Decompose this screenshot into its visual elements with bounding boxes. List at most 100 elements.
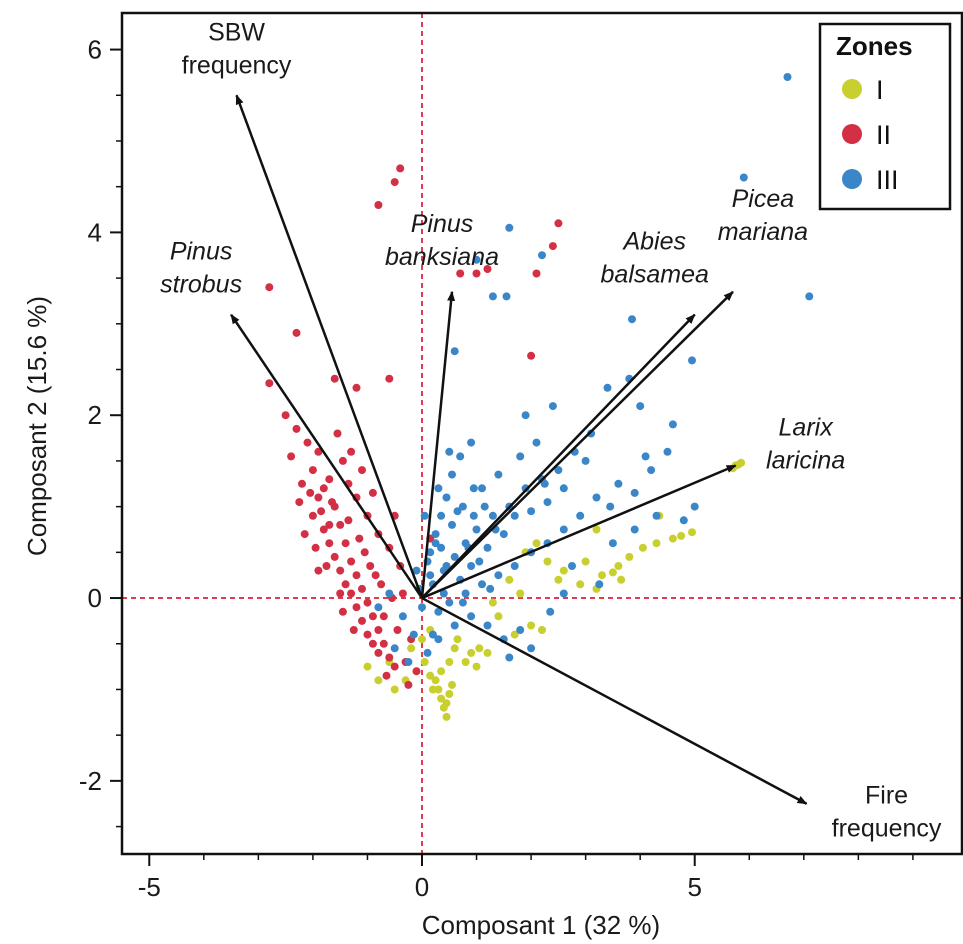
point-zone-III [540,479,549,488]
reference-lines [122,13,962,854]
point-zone-III [390,644,399,653]
point-zone-III [614,479,623,488]
point-zone-I [467,648,476,657]
point-zone-III [428,630,437,639]
point-zone-II [311,543,320,552]
point-zone-I [363,662,372,671]
point-zone-III [467,438,476,447]
point-zone-II [298,479,306,488]
point-zone-III [418,603,426,612]
point-zone-III [434,484,443,493]
point-zone-II [319,525,328,534]
point-zone-II [352,571,361,580]
point-zone-II [338,607,347,616]
vector-label: Picea mariana [718,185,808,246]
point-zone-III [505,653,514,662]
point-zone-I [445,658,454,666]
point-zone-III [467,562,476,570]
point-zone-I [677,531,686,540]
plot-frame [120,11,963,856]
point-zone-III [442,562,451,570]
point-zone-I [559,566,568,575]
point-zone-III [472,525,481,534]
point-zone-III [483,543,492,552]
point-zone-I [442,699,451,708]
point-zone-III [554,466,563,475]
point-zone-III [450,621,459,630]
point-zone-III [608,539,617,548]
point-zone-III [426,548,435,557]
point-zone-III [739,173,748,182]
point-zone-II [483,265,492,273]
point-zone-I [532,539,541,548]
point-zone-II [374,626,383,634]
point-zone-I [483,648,492,657]
point-zone-III [690,502,699,511]
point-zone-III [467,612,476,621]
point-zone-I [475,644,484,653]
point-zone-III [628,315,636,324]
legend-label: III [876,165,899,195]
point-zone-III [450,347,459,356]
point-zone-II [325,539,334,548]
point-zone-II [379,639,388,648]
point-zone-I [450,644,459,653]
point-zone-II [472,269,481,278]
point-zone-II [527,351,536,360]
legend-marker-III [842,169,862,189]
point-zone-I [390,685,399,694]
point-zone-II [358,584,366,593]
point-zone-I [598,571,606,580]
vector-label: Pinus banksiana [385,210,499,271]
point-zone-II [532,269,541,278]
point-zone-II [404,680,413,689]
point-zone-II [390,662,399,671]
point-zone-II [319,484,328,493]
point-zone-III [538,251,546,260]
point-zone-I [592,525,601,534]
point-zone-II [300,530,309,539]
point-zone-III [581,456,590,465]
point-zone-II [352,383,361,392]
point-zone-II [341,539,350,548]
point-zone-II [390,178,399,187]
legend-label: I [876,75,884,105]
point-zone-III [527,644,536,653]
point-zone-II [352,603,361,612]
point-zone-II [374,648,383,657]
point-zone-III [448,470,456,479]
point-zone-II [338,456,347,465]
plot-border [120,11,963,856]
point-zone-I [426,671,435,680]
point-zone-II [368,488,377,497]
point-zone-III [636,402,645,411]
point-zone-I [581,557,590,566]
point-zone-III [559,589,568,598]
point-zone-I [516,589,525,598]
point-zone-I [505,575,514,584]
point-zone-III [472,255,481,264]
point-zone-II [317,507,326,516]
point-zone-II [330,552,339,561]
point-zone-I [737,458,746,467]
point-zone-II [265,283,274,292]
point-zone-III [568,562,576,570]
point-zone-III [688,356,696,365]
point-zone-III [412,566,421,575]
point-zone-III [576,511,585,520]
point-zone-III [679,516,688,525]
vector-arrow [420,290,456,599]
point-zone-II [368,639,377,648]
loading-vectors: SBW frequency Pinus strobus Pinus banksiana Ab… [160,18,942,842]
point-zone-III [483,621,492,630]
point-zone-II [328,498,336,507]
point-zone-III [385,589,394,598]
x-tick-label: 5 [687,872,701,902]
legend-title: Zones [836,31,913,61]
point-zone-III [437,511,446,520]
point-zone-II [385,653,394,662]
point-zone-II [377,580,386,589]
point-zone-III [437,543,446,552]
point-zone-III [442,493,451,502]
